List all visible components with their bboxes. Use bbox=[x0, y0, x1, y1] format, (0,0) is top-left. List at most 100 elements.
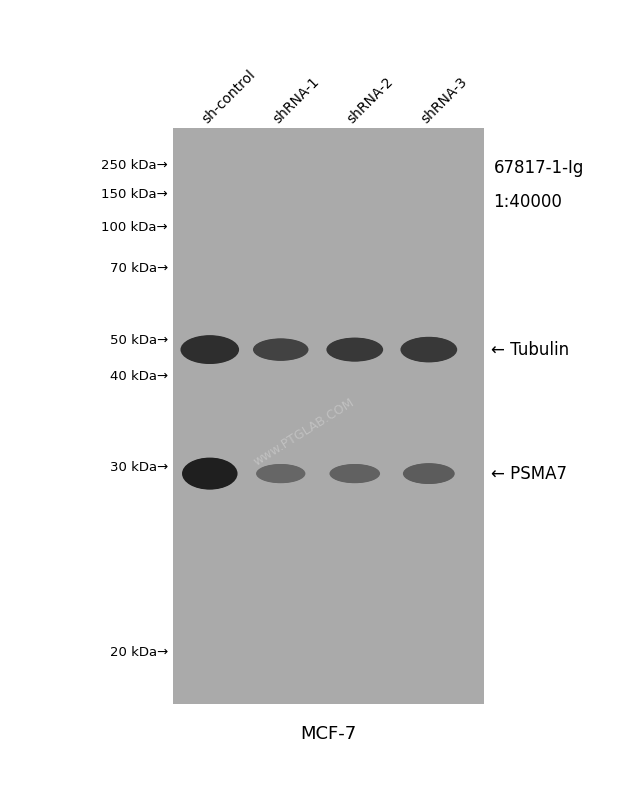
Ellipse shape bbox=[413, 466, 444, 481]
Ellipse shape bbox=[188, 460, 232, 487]
Ellipse shape bbox=[341, 467, 369, 480]
Ellipse shape bbox=[412, 341, 445, 358]
Ellipse shape bbox=[254, 338, 307, 361]
Ellipse shape bbox=[182, 458, 238, 490]
Ellipse shape bbox=[413, 466, 445, 481]
Ellipse shape bbox=[339, 342, 371, 358]
Ellipse shape bbox=[329, 464, 380, 483]
Ellipse shape bbox=[331, 339, 378, 360]
Ellipse shape bbox=[338, 342, 371, 358]
Ellipse shape bbox=[402, 338, 455, 362]
Ellipse shape bbox=[183, 336, 236, 363]
Ellipse shape bbox=[255, 339, 307, 360]
Text: 30 kDa→: 30 kDa→ bbox=[110, 461, 168, 474]
Ellipse shape bbox=[415, 466, 443, 481]
Ellipse shape bbox=[332, 465, 378, 482]
Ellipse shape bbox=[194, 341, 225, 358]
Text: shRNA-1: shRNA-1 bbox=[271, 75, 322, 126]
Ellipse shape bbox=[180, 335, 239, 364]
Ellipse shape bbox=[329, 338, 380, 361]
Text: 67817-1-Ig: 67817-1-Ig bbox=[494, 159, 584, 177]
Ellipse shape bbox=[415, 342, 442, 358]
Ellipse shape bbox=[332, 339, 378, 360]
Ellipse shape bbox=[331, 465, 378, 482]
Ellipse shape bbox=[196, 341, 224, 358]
Ellipse shape bbox=[330, 339, 379, 360]
Ellipse shape bbox=[405, 464, 452, 483]
Ellipse shape bbox=[199, 342, 220, 357]
Ellipse shape bbox=[333, 340, 376, 359]
Ellipse shape bbox=[418, 468, 440, 479]
Ellipse shape bbox=[267, 343, 294, 356]
Ellipse shape bbox=[184, 458, 236, 489]
Ellipse shape bbox=[410, 340, 447, 359]
Ellipse shape bbox=[406, 339, 452, 360]
Ellipse shape bbox=[403, 463, 455, 484]
Ellipse shape bbox=[256, 464, 305, 483]
Text: 50 kDa→: 50 kDa→ bbox=[110, 334, 168, 347]
Ellipse shape bbox=[409, 465, 449, 482]
Ellipse shape bbox=[188, 338, 232, 362]
Ellipse shape bbox=[191, 339, 228, 360]
Ellipse shape bbox=[191, 339, 229, 360]
Text: shRNA-2: shRNA-2 bbox=[345, 75, 396, 126]
Ellipse shape bbox=[185, 459, 234, 488]
Ellipse shape bbox=[345, 469, 365, 478]
Ellipse shape bbox=[194, 463, 225, 484]
Ellipse shape bbox=[263, 466, 298, 481]
Ellipse shape bbox=[181, 335, 238, 364]
Ellipse shape bbox=[415, 467, 442, 480]
Ellipse shape bbox=[189, 338, 230, 361]
Ellipse shape bbox=[196, 464, 223, 483]
Ellipse shape bbox=[261, 466, 300, 482]
Ellipse shape bbox=[187, 460, 233, 487]
Ellipse shape bbox=[265, 466, 297, 481]
Ellipse shape bbox=[257, 464, 305, 483]
Ellipse shape bbox=[411, 466, 447, 482]
Ellipse shape bbox=[191, 462, 228, 486]
Ellipse shape bbox=[189, 461, 230, 486]
Ellipse shape bbox=[404, 338, 454, 362]
Ellipse shape bbox=[258, 465, 304, 482]
Ellipse shape bbox=[200, 466, 220, 482]
Text: 70 kDa→: 70 kDa→ bbox=[110, 262, 168, 274]
Ellipse shape bbox=[402, 337, 456, 362]
Ellipse shape bbox=[416, 342, 442, 357]
Ellipse shape bbox=[333, 465, 376, 482]
Ellipse shape bbox=[193, 340, 227, 359]
Ellipse shape bbox=[407, 464, 451, 483]
Ellipse shape bbox=[342, 468, 367, 479]
Ellipse shape bbox=[343, 343, 366, 356]
Ellipse shape bbox=[253, 338, 308, 361]
Ellipse shape bbox=[263, 342, 298, 358]
Text: 40 kDa→: 40 kDa→ bbox=[110, 370, 168, 382]
Ellipse shape bbox=[262, 341, 300, 358]
Ellipse shape bbox=[197, 464, 222, 483]
Ellipse shape bbox=[413, 341, 445, 358]
Text: 20 kDa→: 20 kDa→ bbox=[110, 646, 168, 658]
Ellipse shape bbox=[259, 465, 303, 482]
Ellipse shape bbox=[262, 342, 299, 358]
Ellipse shape bbox=[199, 465, 220, 482]
Ellipse shape bbox=[418, 343, 440, 356]
Text: MCF-7: MCF-7 bbox=[300, 726, 357, 743]
Ellipse shape bbox=[336, 466, 373, 481]
Ellipse shape bbox=[196, 342, 223, 358]
Ellipse shape bbox=[189, 461, 231, 486]
Ellipse shape bbox=[260, 341, 301, 358]
Ellipse shape bbox=[419, 343, 439, 356]
Ellipse shape bbox=[326, 338, 383, 362]
Ellipse shape bbox=[334, 340, 375, 359]
Ellipse shape bbox=[260, 466, 301, 482]
Ellipse shape bbox=[407, 465, 450, 482]
Ellipse shape bbox=[199, 342, 221, 357]
Ellipse shape bbox=[197, 342, 222, 358]
Text: ← Tubulin: ← Tubulin bbox=[491, 341, 569, 358]
Ellipse shape bbox=[269, 343, 292, 356]
Ellipse shape bbox=[183, 336, 237, 363]
Ellipse shape bbox=[337, 341, 373, 358]
Ellipse shape bbox=[346, 469, 363, 478]
Ellipse shape bbox=[407, 339, 450, 360]
Ellipse shape bbox=[408, 465, 449, 482]
Ellipse shape bbox=[419, 468, 439, 479]
